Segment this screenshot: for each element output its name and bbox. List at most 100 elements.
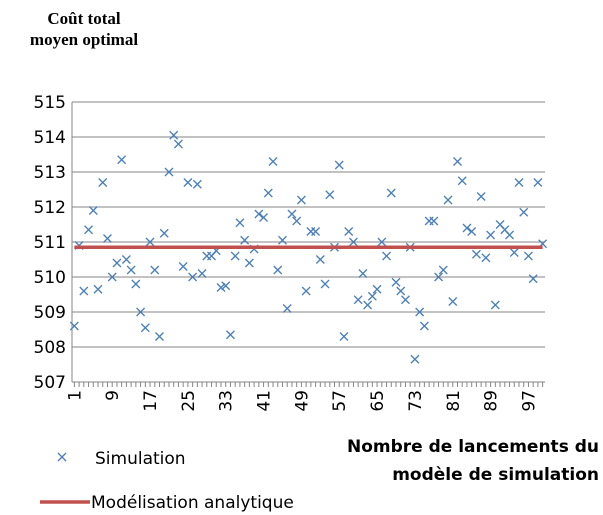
y-tick-label: 509 (34, 303, 66, 323)
scatter-point (235, 218, 245, 228)
scatter-point (169, 130, 179, 140)
scatter-point (457, 176, 467, 186)
scatter-point (443, 195, 453, 205)
x-tick-label: 17 (141, 390, 161, 412)
scatter-point (528, 274, 538, 284)
scatter-point (230, 251, 240, 261)
y-tick-label: 511 (34, 233, 66, 253)
scatter-point (514, 178, 524, 187)
y-tick-label: 514 (34, 128, 66, 148)
scatter-point (377, 237, 387, 247)
scatter-point (339, 332, 349, 341)
scatter-point (259, 213, 269, 222)
scatter-point (282, 304, 292, 313)
scatter-point (505, 230, 514, 240)
x-tick-label: 41 (255, 390, 275, 412)
scatter-point (453, 157, 462, 166)
y-tick-label: 513 (34, 163, 66, 183)
x-tick-label: 89 (482, 390, 502, 412)
scatter-point (216, 283, 226, 292)
scatter-point (145, 237, 155, 247)
scatter-point (419, 321, 429, 331)
scatter-point (117, 155, 127, 165)
scatter-point (93, 284, 103, 294)
scatter-point (164, 167, 174, 177)
scatter-point (225, 330, 235, 340)
scatter-point (367, 291, 377, 301)
scatter-point (533, 178, 543, 187)
scatter-point (263, 188, 273, 198)
scatter-point (509, 248, 519, 257)
y-tick-label: 507 (34, 373, 66, 393)
legend-label: Modélisation analytique (91, 493, 294, 513)
y-tick-label: 510 (34, 268, 66, 288)
scatter-point (178, 262, 188, 271)
scatter-point (244, 258, 254, 268)
scatter-point (429, 216, 439, 226)
scatter-point (334, 160, 344, 170)
x-tick-label: 81 (444, 390, 464, 412)
scatter-point (107, 272, 117, 282)
scatter-point (159, 228, 169, 238)
x-tick-label: 97 (519, 390, 539, 412)
scatter-point (278, 235, 287, 245)
x-tick-label: 57 (330, 390, 350, 412)
scatter-point (301, 286, 311, 296)
scatter-point (490, 300, 500, 310)
scatter-point (462, 223, 472, 233)
scatter-point (311, 227, 321, 236)
scatter-point (519, 207, 529, 217)
scatter-point (69, 321, 79, 331)
scatter-point (254, 209, 264, 219)
scatter-point (155, 332, 164, 341)
x-axis-label: Nombre de lancements du modèle de simula… (346, 437, 599, 485)
scatter-point (287, 209, 297, 219)
scatter-point (273, 265, 283, 275)
scatter-point (481, 253, 491, 263)
y-tick-label: 508 (34, 338, 66, 358)
scatter-point (396, 286, 406, 296)
x-tick-label: 1 (65, 390, 85, 401)
scatter-point (197, 269, 207, 278)
y-tick-label: 515 (34, 93, 66, 113)
scatter-point (410, 354, 420, 364)
scatter-point (121, 255, 131, 264)
scatter-point (188, 272, 198, 282)
scatter-point (103, 234, 112, 243)
scatter-point (112, 258, 122, 268)
scatter-point (98, 178, 108, 187)
scatter-point (173, 139, 183, 149)
scatter-point (434, 272, 444, 282)
scatter-point (471, 249, 481, 259)
x-tick-label: 33 (217, 390, 237, 412)
scatter-point (363, 300, 373, 310)
legend-label: Simulation (95, 449, 186, 469)
x-tick-label: 9 (103, 390, 123, 401)
scatter-point (240, 235, 250, 245)
scatter-point (79, 286, 89, 296)
scatter-point (353, 295, 363, 305)
scatter-point (486, 230, 496, 240)
x-tick-label: 49 (292, 390, 312, 412)
scatter-point (126, 265, 136, 275)
scatter-point (296, 195, 306, 205)
scatter-point (292, 216, 302, 226)
scatter-point (523, 251, 533, 261)
scatter-point (386, 188, 396, 198)
scatter-point (192, 179, 202, 189)
scatter-point (391, 277, 401, 287)
scatter-point (476, 192, 486, 201)
scatter-point (221, 281, 231, 291)
scatter-point (372, 284, 382, 294)
legend-marker (57, 452, 67, 462)
scatter-point (183, 178, 193, 187)
scatter-point (382, 251, 392, 261)
scatter-point (358, 269, 368, 278)
x-tick-label: 65 (368, 390, 388, 412)
scatter-point (467, 227, 477, 236)
scatter-point (348, 237, 358, 247)
x-tick-label: 25 (179, 390, 199, 412)
scatter-point (325, 190, 335, 200)
